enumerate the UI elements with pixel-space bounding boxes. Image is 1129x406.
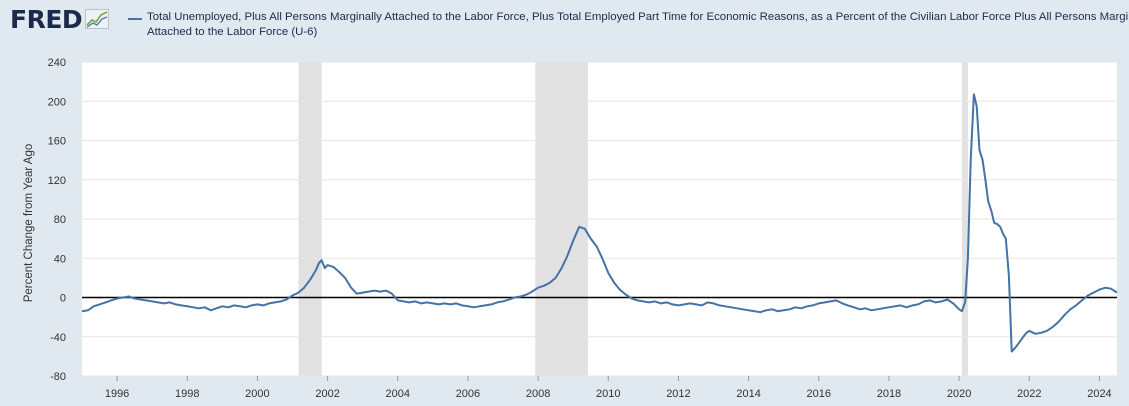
x-tick-label: 2022: [1017, 388, 1041, 400]
legend-label: Total Unemployed, Plus All Persons Margi…: [147, 10, 1128, 40]
y-tick-label: -40: [50, 332, 66, 344]
x-tick-label: 2018: [877, 388, 901, 400]
fred-logo[interactable]: FRED: [10, 4, 110, 34]
chart-legend: Total Unemployed, Plus All Persons Margi…: [128, 10, 1128, 40]
x-tick-label: 2004: [386, 388, 410, 400]
legend-label-line1: Total Unemployed, Plus All Persons Margi…: [147, 11, 1128, 23]
y-tick-label: 40: [54, 253, 66, 265]
x-tick-label: 2016: [807, 388, 831, 400]
x-tick-label: 2014: [736, 388, 760, 400]
x-tick-label: 2012: [666, 388, 690, 400]
x-tick-label: 2002: [315, 388, 339, 400]
fred-logo-text: FRED: [10, 4, 83, 34]
series-line: [81, 93, 1118, 353]
y-tick-label: -80: [50, 371, 66, 383]
y-tick-label: 200: [48, 96, 66, 108]
y-tick-label: 80: [54, 214, 66, 226]
x-tick-label: 2006: [456, 388, 480, 400]
x-tick-label: 1996: [105, 388, 129, 400]
x-tick-label: 1998: [175, 388, 199, 400]
y-tick-label: 240: [48, 57, 66, 69]
x-tick-label: 2010: [596, 388, 620, 400]
y-tick-label: 0: [60, 293, 66, 305]
y-tick-label: 160: [48, 136, 66, 148]
y-axis-label: Percent Change from Year Ago: [23, 144, 35, 303]
legend-label-line2: Attached to the Labor Force (U-6): [147, 26, 318, 38]
x-tick-label: 2000: [245, 388, 269, 400]
x-tick-label: 2024: [1087, 388, 1111, 400]
x-tick-label: 2020: [947, 388, 971, 400]
chart-trend-icon: [85, 9, 110, 29]
x-tick-label: 2008: [526, 388, 550, 400]
legend-swatch: [128, 18, 142, 20]
chart-header: FRED Total Unemployed, Plus All Persons …: [0, 0, 1129, 52]
y-tick-label: 120: [48, 175, 66, 187]
